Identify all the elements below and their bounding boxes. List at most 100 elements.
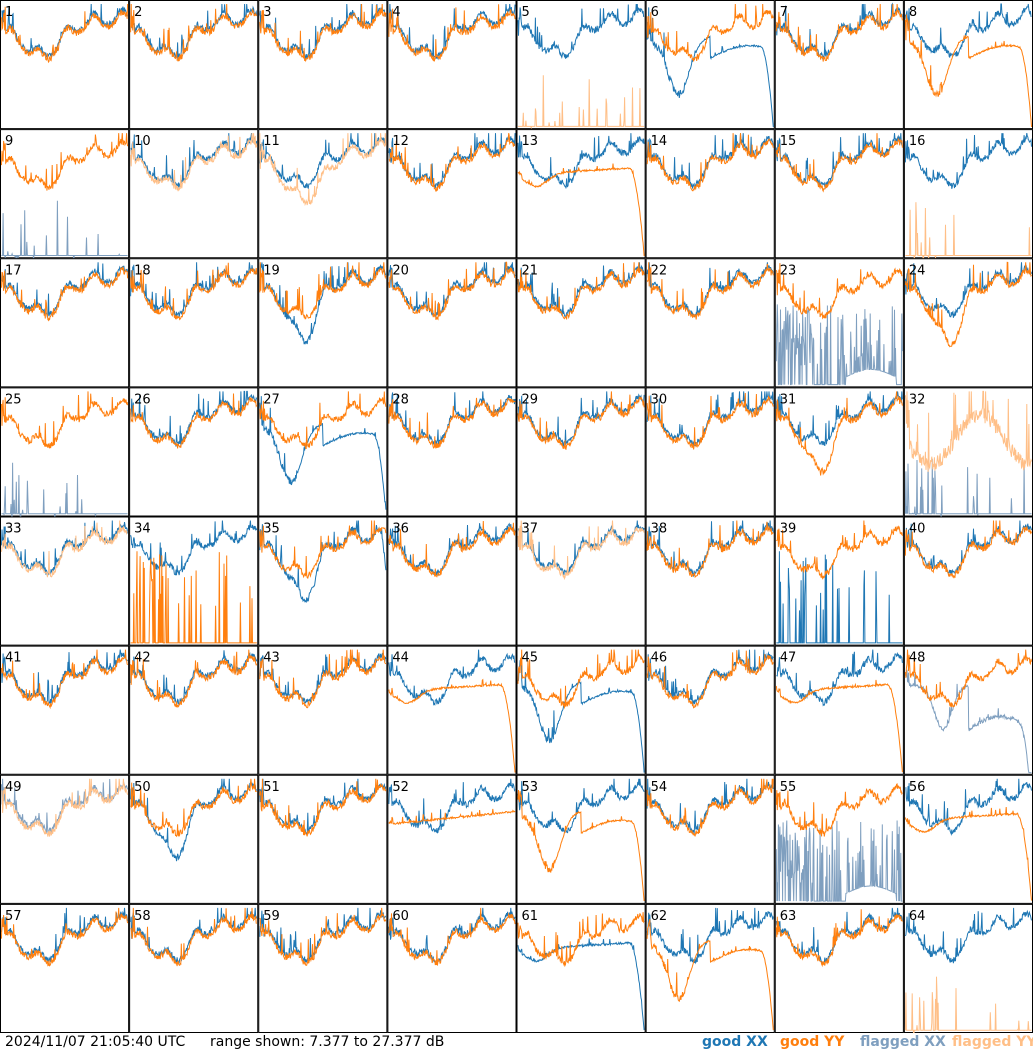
panel-12: 12 [387,129,517,259]
panel-20: 20 [387,258,517,388]
panel-frame [258,387,388,517]
range-text: range shown: 7.377 to 27.377 dB [210,1034,445,1050]
series-yy-line [904,14,1032,128]
panel-frame [645,0,775,130]
series-xx-line [130,520,258,576]
panel-10: 10 [129,129,259,259]
panel-47: 47 [774,645,904,775]
series-yy-line [517,391,645,451]
series-xx-line [1,649,129,705]
series-yy-line [776,520,903,580]
series-yy-line [259,907,387,966]
series-yy-line [775,909,903,968]
panel-15: 15 [774,129,904,259]
panel-frame [387,645,517,775]
panel-frame [129,903,259,1033]
series-xx-line [517,938,645,1031]
panel-18: 18 [129,258,259,388]
series-xx-line [259,133,387,190]
panel-label: 42 [134,651,151,666]
panel-label: 58 [134,909,151,924]
panel-40: 40 [903,516,1033,646]
series-yy-line [775,133,903,193]
panel-24: 24 [903,258,1033,388]
panel-label: 39 [780,522,797,537]
series-yy-line [130,551,257,644]
series-yy-line [259,520,387,579]
panel-label: 25 [5,392,22,407]
panel-label: 12 [392,134,409,149]
panel-label: 50 [134,780,151,795]
series-xx-line [646,907,774,965]
series-xx-line [904,907,1032,964]
panel-frame [516,903,646,1033]
series-yy-line [775,263,903,320]
panel-frame [774,903,904,1033]
panel-label: 8 [909,5,917,20]
series-xx-line [904,133,1032,189]
panel-frame [516,0,646,130]
panel-17: 17 [0,258,130,388]
panel-44: 44 [387,645,517,775]
panel-label: 64 [909,909,926,924]
series-yy-line [259,649,387,709]
panel-58: 58 [129,903,259,1033]
panel-label: 32 [909,392,926,407]
panel-frame [129,0,259,130]
panel-9: 9 [0,129,130,261]
panel-label: 47 [780,651,797,666]
series-xx-line [904,458,1032,520]
panel-label: 36 [392,522,409,537]
panel-frame [387,0,517,130]
series-yy-line [646,262,774,320]
panel-frame [387,516,517,646]
panel-53: 53 [516,774,646,904]
panel-label: 5 [522,5,530,20]
panel-11: 11 [258,129,388,259]
panel-label: 60 [392,909,409,924]
series-yy-line [130,778,257,838]
series-xx-line [775,304,903,386]
panel-label: 15 [780,134,797,149]
panel-45: 45 [516,645,646,775]
panel-33: 33 [0,516,130,646]
panel-label: 27 [263,392,280,407]
panel-14: 14 [645,129,775,259]
series-xx-line [776,649,903,707]
series-yy-line [905,202,1032,263]
series-yy-line [775,679,903,773]
panel-38: 38 [645,516,775,646]
panel-label: 11 [263,134,280,149]
panel-50: 50 [129,774,259,904]
series-yy-line [518,75,645,130]
panel-label: 20 [392,263,409,278]
series-yy-line [517,163,645,257]
series-yy-line [646,3,774,62]
series-yy-line [130,393,258,449]
panel-label: 24 [909,263,926,278]
panel-frame [387,903,517,1033]
panel-13: 13 [516,129,646,259]
series-yy-line [646,392,774,450]
series-xx-line [1,200,128,261]
series-yy-line [646,650,774,709]
panel-frame [129,258,259,388]
panel-60: 60 [387,903,517,1033]
panel-37: 37 [516,516,646,646]
panel-64: 64 [903,903,1033,1033]
panel-label: 53 [522,780,539,795]
series-yy-line [904,390,1032,472]
series-yy-line [775,783,903,837]
panel-55: 55 [774,774,904,904]
panel-frame [258,0,388,130]
panel-frame [0,774,130,904]
series-xx-line [517,3,645,59]
legend-flagged-xx: flagged XX [860,1034,946,1050]
panel-label: 38 [651,522,668,537]
panel-label: 43 [263,651,280,666]
series-xx-line [130,778,258,862]
panel-42: 42 [129,645,259,775]
series-yy-line [1,3,129,64]
legend-good-xx: good XX [702,1034,768,1050]
panel-label: 1 [5,5,13,20]
